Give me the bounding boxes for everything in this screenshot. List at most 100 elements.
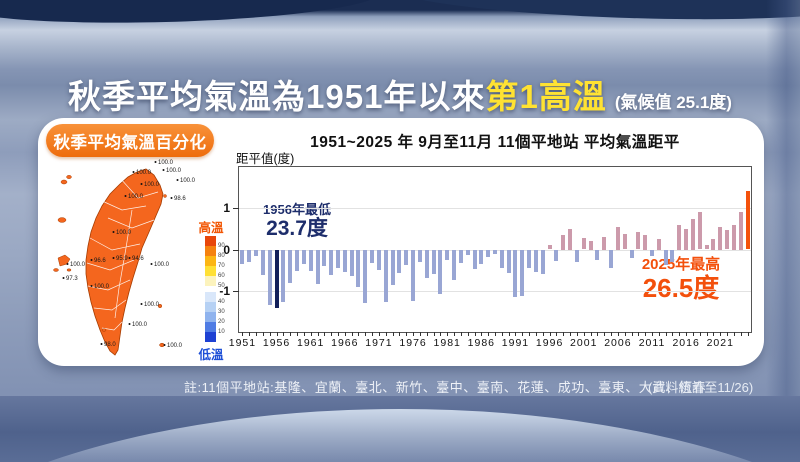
x-tick-1953 xyxy=(256,332,258,336)
x-tick-label-1996: 1996 xyxy=(535,337,564,349)
bar-2015 xyxy=(677,224,682,250)
bar-1980 xyxy=(438,249,443,295)
x-tick-label-2001: 2001 xyxy=(570,337,598,349)
x-tick-2019 xyxy=(706,332,708,336)
bar-1964 xyxy=(329,249,334,276)
x-tick-1966 xyxy=(344,332,346,336)
county-borders xyxy=(86,177,159,331)
y-axis-label: 距平值(度) xyxy=(236,152,295,166)
station-dot xyxy=(162,169,165,171)
anomaly-plot: 1956年最低 23.7度 2025年最高 26.5度 1 0 -1 1951 1956… xyxy=(219,166,752,349)
bar-2006 xyxy=(615,226,620,250)
bar-2021 xyxy=(718,226,723,250)
footer-note: 註:11個平地站:基隆、宜蘭、臺北、新竹、臺中、臺南、花蓮、成功、臺東、大武、恆… xyxy=(184,380,707,395)
bar-2010 xyxy=(643,235,648,250)
x-tick-1964 xyxy=(331,332,333,336)
bar-1978 xyxy=(424,249,429,278)
x-tick-2005 xyxy=(611,332,613,336)
station-value: 100.0 xyxy=(94,284,110,290)
bar-1989 xyxy=(499,249,504,269)
x-tick-1951 xyxy=(242,332,244,336)
bar-1977 xyxy=(417,249,422,262)
bar-1995 xyxy=(540,249,545,275)
x-tick-label-1956: 1956 xyxy=(262,337,291,349)
bar-2005 xyxy=(609,249,614,269)
map-panel-header: 秋季平均氣溫百分化 xyxy=(46,124,214,157)
x-tick-2009 xyxy=(638,332,640,336)
x-tick-1987 xyxy=(488,332,490,336)
bar-1984 xyxy=(465,249,470,255)
x-tick-2008 xyxy=(631,332,633,336)
colorbar-segment: 60 xyxy=(205,266,225,279)
station-dot xyxy=(62,277,65,279)
x-tick-1974 xyxy=(399,332,401,336)
bar-2024 xyxy=(738,212,743,250)
x-tick-2007 xyxy=(624,332,626,336)
y-tick xyxy=(233,208,239,210)
x-tick-label-1981: 1981 xyxy=(433,337,461,349)
station-dot xyxy=(112,231,115,233)
station-dot xyxy=(170,197,173,199)
x-tick-2017 xyxy=(692,332,694,336)
x-tick-1956 xyxy=(276,332,278,336)
x-tick-1959 xyxy=(297,332,299,336)
bar-1997 xyxy=(554,249,559,262)
station-value: 94.6 xyxy=(132,256,144,262)
bar-2002 xyxy=(588,241,593,250)
x-tick-1993 xyxy=(529,332,531,336)
bar-2022 xyxy=(725,229,730,250)
station-value: 100.0 xyxy=(144,182,160,188)
x-tick-label-2016: 2016 xyxy=(672,337,700,349)
bar-2019 xyxy=(704,244,709,250)
x-tick-1963 xyxy=(324,332,326,336)
x-tick-2000 xyxy=(576,332,578,336)
station-dot xyxy=(66,263,69,265)
station-value: 100.0 xyxy=(154,262,170,268)
bar-2016 xyxy=(684,228,689,250)
bar-1985 xyxy=(472,249,477,270)
annotation-min-value: 23.7度 xyxy=(266,217,328,241)
bar-1954 xyxy=(260,249,265,276)
station-value: 100.0 xyxy=(180,178,196,184)
colorbar-segment: 20 xyxy=(205,312,225,325)
x-tick-2018 xyxy=(699,332,701,336)
y-tick-label: 1 xyxy=(223,201,230,216)
x-tick-1980 xyxy=(440,332,442,336)
x-tick-label-2021: 2021 xyxy=(706,337,734,349)
bar-1994 xyxy=(533,249,538,273)
station-dot xyxy=(140,303,143,305)
x-tick-1986 xyxy=(481,332,483,336)
bar-1974 xyxy=(397,249,402,274)
bar-1986 xyxy=(479,249,484,264)
bar-2000 xyxy=(574,249,579,262)
colorbar-tick-label: 20 xyxy=(218,319,225,325)
x-tick-2023 xyxy=(733,332,735,336)
station-dot xyxy=(128,323,131,325)
bar-2007 xyxy=(622,233,627,250)
bar-1987 xyxy=(486,249,491,257)
station-value: 95.9 xyxy=(116,256,128,262)
bar-1965 xyxy=(335,249,340,268)
x-tick-label-2006: 2006 xyxy=(604,337,632,349)
bar-1999 xyxy=(568,228,573,250)
bar-1979 xyxy=(431,249,436,275)
x-tick-1972 xyxy=(385,332,387,336)
bar-1959 xyxy=(295,249,300,271)
bar-1970 xyxy=(370,249,375,264)
x-tick-1992 xyxy=(522,332,524,336)
x-tick-2013 xyxy=(665,332,667,336)
x-tick-1984 xyxy=(467,332,469,336)
station-dot xyxy=(176,179,179,181)
gridline-y-1 xyxy=(239,290,751,292)
bar-1963 xyxy=(322,249,327,266)
x-tick-1988 xyxy=(495,332,496,336)
bar-1993 xyxy=(527,249,532,269)
island-guishan xyxy=(163,194,167,198)
station-value: 100.0 xyxy=(116,230,132,236)
x-tick-1975 xyxy=(406,332,408,336)
colorbar-tick-label: 50 xyxy=(218,283,225,289)
x-tick-1962 xyxy=(317,332,319,336)
x-tick-2002 xyxy=(590,332,592,336)
bar-2001 xyxy=(581,237,586,250)
